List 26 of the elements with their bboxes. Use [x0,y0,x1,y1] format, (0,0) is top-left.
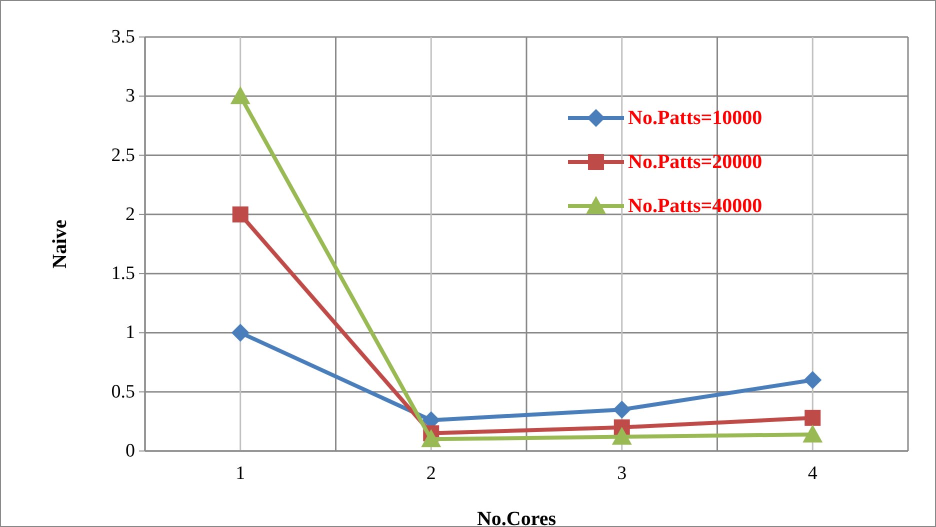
legend-label: No.Patts=40000 [628,195,762,217]
y-axis-title: Naive [49,219,71,268]
y-tick-label: 2.5 [111,144,135,166]
point [802,424,823,442]
x-tick-label: 4 [808,463,818,484]
point [231,324,250,342]
point [804,410,821,426]
legend-label: No.Patts=20000 [628,151,762,173]
y-tick-label: 2 [126,204,135,225]
point [421,429,442,448]
point [804,371,822,390]
y-tick-label: 1.5 [111,263,135,284]
x-tick-label: 1 [236,463,246,484]
x-tick-label: 3 [617,463,627,484]
x-tick-label: 2 [426,463,436,484]
point [612,400,631,419]
point [230,86,250,104]
point [612,426,632,445]
y-tick-label: 3.5 [111,26,135,48]
y-tick-label: 3 [126,86,135,107]
legend-label: No.Patts=10000 [628,107,762,129]
x-axis-title: No.Cores [476,508,556,527]
y-tick-label: 0 [126,440,135,462]
point [232,206,248,222]
y-tick-label: 0.5 [111,381,135,402]
y-tick-label: 1 [126,322,135,344]
